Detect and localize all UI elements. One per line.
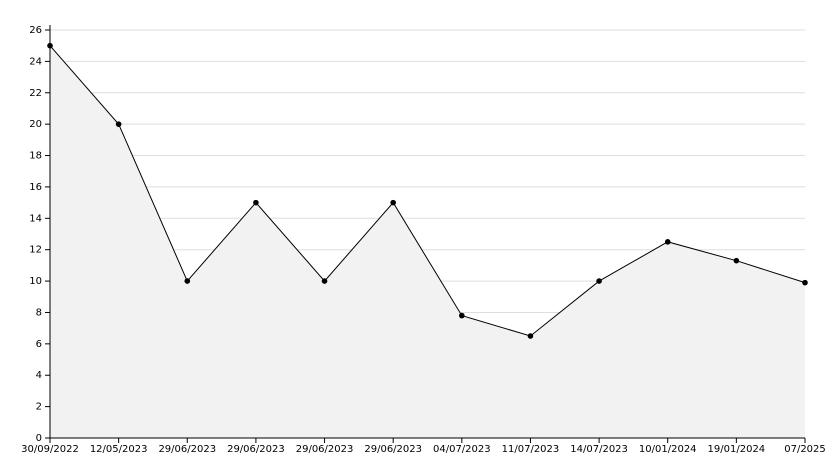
point — [459, 312, 465, 319]
point — [733, 257, 740, 264]
y-tick-label: 20 — [29, 119, 42, 130]
y-tick-label: 4 — [36, 370, 42, 381]
point — [802, 279, 808, 286]
point — [390, 199, 396, 206]
x-tick-label: 29/06/2023 — [296, 444, 354, 455]
y-tick-label: 14 — [29, 213, 42, 224]
y-tick-label: 22 — [29, 88, 42, 99]
y-tick-label: 24 — [29, 56, 42, 67]
x-tick-label: 04/07/2023 — [433, 444, 491, 455]
y-tick-label: 8 — [36, 307, 42, 318]
point — [253, 199, 259, 206]
y-tick-label: 10 — [29, 276, 42, 287]
x-tick-label: 30/09/2022 — [21, 444, 79, 455]
x-tick-label: 29/06/2023 — [158, 444, 216, 455]
x-tick-label: 10/01/2024 — [639, 444, 697, 455]
x-tick-label: 07/2025 — [784, 444, 826, 455]
y-tick-label: 0 — [36, 433, 42, 444]
y-tick-label: 16 — [29, 182, 42, 193]
x-tick-label: 12/05/2023 — [90, 444, 148, 455]
point — [596, 278, 602, 284]
point — [115, 121, 122, 127]
x-tick-label: 11/07/2023 — [502, 444, 560, 455]
point — [321, 278, 328, 284]
y-tick-label: 26 — [29, 25, 42, 36]
point — [664, 239, 671, 245]
y-tick-label: 12 — [29, 245, 42, 256]
y-tick-label: 18 — [29, 151, 42, 162]
x-tick-label: 29/06/2023 — [227, 444, 285, 455]
x-tick-label: 14/07/2023 — [570, 444, 628, 455]
y-tick-label: 6 — [36, 339, 42, 350]
point — [184, 278, 191, 284]
y-tick-label: 2 — [36, 402, 42, 413]
x-tick-label: 19/01/2024 — [708, 444, 766, 455]
line — [49, 45, 806, 337]
area — [50, 45, 805, 438]
x-tick-label: 29/06/2023 — [364, 444, 422, 455]
point — [527, 333, 534, 339]
